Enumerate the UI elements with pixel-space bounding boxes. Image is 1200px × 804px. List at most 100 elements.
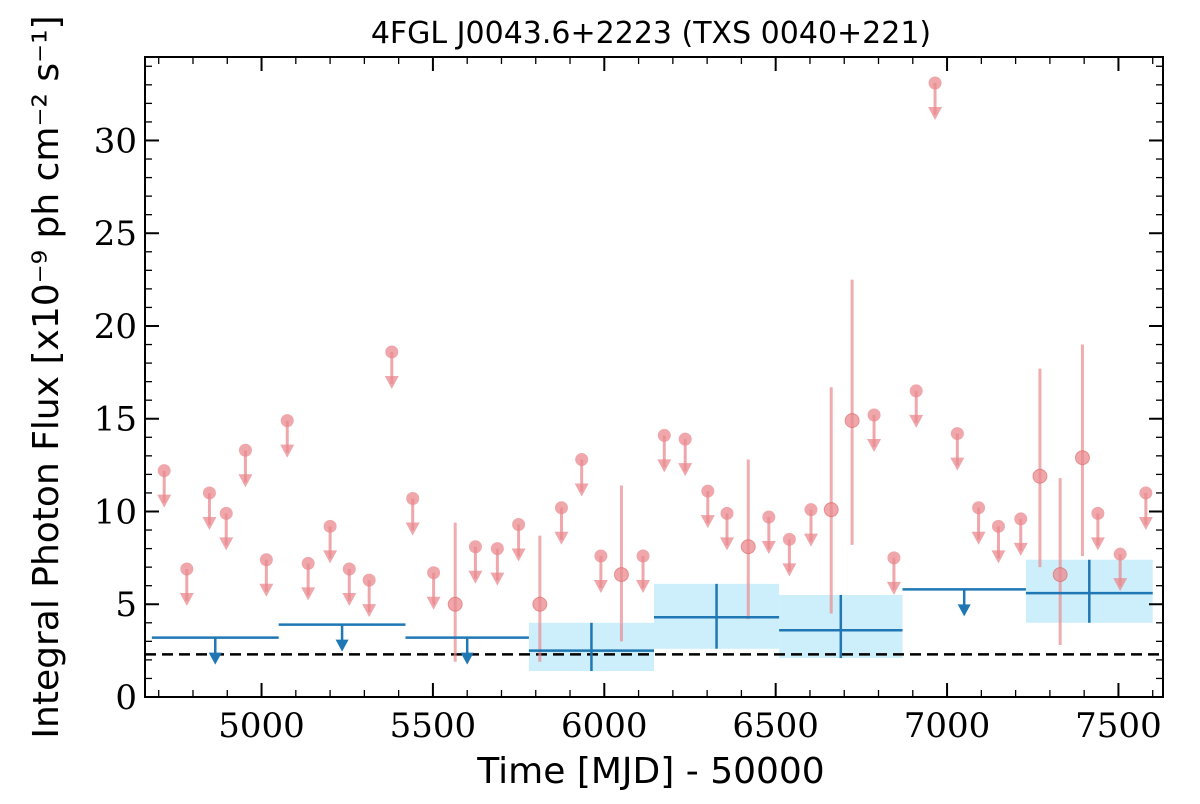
short-bin-upper-limit-arrow [511,548,526,562]
short-bin-upper-limit-point [782,532,796,546]
short-bin-upper-limit-point [950,427,964,441]
plot-area: 5000 5500 6000 6500 7000 7500 0 5 10 15 20 25 30 [94,56,1164,746]
x-tick-label: 5500 [390,706,477,746]
short-bin-upper-limit-point [867,408,881,422]
short-bin-upper-limit-arrow [636,580,651,594]
short-bin-upper-limit-point [887,551,901,565]
short-bin-upper-limit-arrow [259,583,274,597]
short-bin-upper-limit-point [575,453,589,467]
short-bin-upper-limit-arrow [782,563,797,577]
y-tick-label: 25 [94,214,137,254]
short-bin-upper-limit-point [991,519,1005,533]
plot-frame [144,56,1164,698]
short-bin-upper-limit-arrow [971,531,986,545]
short-bin-upper-limit-point [202,486,216,500]
short-bin-upper-limit-arrow [886,581,901,595]
short-bin-upper-limit-arrow [909,414,924,428]
short-bin-upper-limit-arrow [574,483,589,497]
y-tick-label: 20 [94,307,137,347]
short-bin-upper-limit-point [512,517,526,531]
short-bin-detection-point [740,539,756,555]
short-bin-upper-limit-point [468,540,482,554]
x-axis-label: Time [MJD] - 50000 [476,751,824,792]
short-bin-upper-limit-arrow [991,550,1006,564]
short-bin-upper-limit-point [1014,512,1028,526]
short-bin-upper-limit-point [554,501,568,515]
short-bin-upper-limit-arrow [362,604,377,618]
short-bin-upper-limit-point [909,384,923,398]
short-bin-upper-limit-arrow [468,570,483,584]
short-bin-upper-limit-arrow [761,541,776,555]
long-bin-upper-limit-arrow [335,639,349,652]
short-bin-upper-limit-arrow [657,459,672,473]
y-axis-label: Integral Photon Flux [x10⁻⁹ ph cm⁻² s⁻¹] [26,15,67,738]
short-bin-upper-limit-arrow [1090,537,1105,551]
short-bin-upper-limit-arrow [384,375,399,389]
long-bin-upper-limit-arrow [460,652,474,665]
short-bin-detection-point [823,502,839,518]
x-tick-label: 5000 [218,706,305,746]
short-bin-upper-limit-point [219,506,233,520]
long-bin-upper-limit-arrow [208,652,222,665]
short-bin-upper-limit-arrow [157,494,172,508]
short-bin-upper-limit-point [1091,506,1105,520]
y-tick-label: 5 [115,585,137,625]
short-bin-upper-limit-arrow [867,439,882,453]
short-bin-upper-limit-point [180,562,194,576]
short-bin-upper-limit-arrow [1013,542,1028,556]
short-bin-detection-point [1032,468,1048,484]
short-bin-upper-limit-arrow [219,537,234,551]
short-bin-upper-limit-arrow [803,533,818,547]
x-tick-label: 7500 [1075,706,1162,746]
short-bin-upper-limit-point [1113,547,1127,561]
short-bin-upper-limit-point [157,464,171,478]
short-bin-upper-limit-arrow [238,474,253,488]
short-bin-upper-limit-arrow [405,522,420,536]
short-bin-upper-limit-arrow [950,457,965,471]
chart-title: 4FGL J0043.6+2223 (TXS 0040+221) [371,16,931,51]
short-bin-upper-limit-arrow [426,596,441,610]
short-bin-upper-limit-arrow [678,463,693,477]
x-tick-label: 6500 [732,706,819,746]
short-bin-upper-limit-point [490,542,504,556]
short-bin-upper-limit-point [1139,486,1153,500]
short-bin-upper-limit-point [928,76,942,90]
y-tick-label: 15 [94,400,137,440]
y-tick-label: 30 [94,121,137,161]
short-bin-upper-limit-arrow [342,593,357,606]
short-bin-detection-point [447,596,463,612]
short-bin-detection-point [532,596,548,612]
short-bin-upper-limit-arrow [323,550,338,564]
short-bin-upper-limit-point [427,566,441,580]
short-bin-upper-limit-point [238,443,252,457]
short-bin-upper-limit-point [804,503,818,517]
short-bin-upper-limit-arrow [700,515,715,529]
short-bin-upper-limit-point [594,549,608,563]
short-bin-upper-limit-arrow [280,444,295,458]
long-bin-upper-limit-arrow [957,604,971,617]
short-bin-upper-limit-arrow [301,587,316,601]
short-bin-upper-limit-point [362,573,376,587]
short-bin-upper-limit-point [323,519,337,533]
short-bin-upper-limit-point [406,492,420,506]
short-bin-upper-limit-arrow [720,537,735,551]
short-bin-upper-limit-point [678,432,692,446]
short-bin-upper-limit-point [701,484,715,498]
x-tick-label: 6000 [561,706,648,746]
short-bin-upper-limit-point [762,510,776,524]
short-bin-upper-limit-point [972,501,986,515]
y-tick-label: 10 [94,492,137,532]
short-bin-upper-limit-arrow [202,516,217,530]
short-bin-upper-limit-arrow [490,572,505,586]
short-bin-upper-limit-arrow [1138,516,1153,530]
short-bin-upper-limit-point [342,562,356,576]
short-bin-upper-limit-point [259,553,273,567]
short-bin-upper-limit-point [720,506,734,520]
short-bin-upper-limit-arrow [554,531,569,545]
short-bin-detection-point [1052,567,1068,583]
short-bin-upper-limit-point [636,549,650,563]
short-bin-detection-point [844,413,860,429]
short-bin-upper-limit-point [301,556,315,570]
short-bin-upper-limit-arrow [928,106,943,120]
